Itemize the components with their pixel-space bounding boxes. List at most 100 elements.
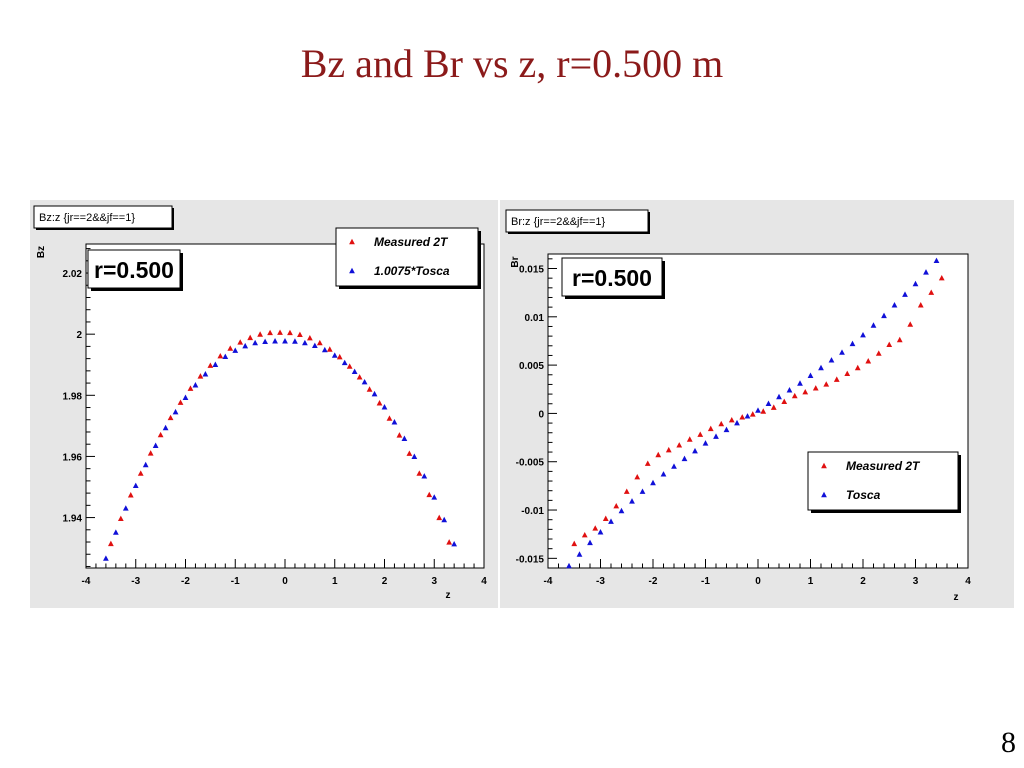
x-tick-label: 2 bbox=[860, 576, 866, 587]
data-point bbox=[351, 368, 358, 375]
data-point bbox=[844, 370, 851, 377]
y-tick-label: 2 bbox=[76, 330, 82, 341]
hist-title: Br:z {jr==2&&jf==1} bbox=[511, 216, 605, 228]
data-point bbox=[923, 269, 929, 275]
data-point bbox=[227, 345, 234, 351]
data-point bbox=[371, 390, 378, 397]
data-point bbox=[744, 413, 751, 419]
data-point bbox=[812, 385, 819, 391]
y-tick-label: -0.015 bbox=[516, 554, 545, 565]
data-point bbox=[828, 357, 835, 363]
legend-entry: Measured 2T bbox=[846, 459, 921, 473]
data-point bbox=[854, 364, 861, 371]
data-point bbox=[770, 404, 777, 410]
annotation-box bbox=[87, 249, 181, 289]
data-point bbox=[262, 338, 268, 345]
y-tick-label: 0.015 bbox=[519, 264, 544, 275]
x-tick-label: 3 bbox=[431, 576, 437, 587]
x-tick-label: -1 bbox=[231, 576, 240, 587]
data-point bbox=[734, 419, 740, 426]
data-point bbox=[749, 411, 756, 417]
data-point bbox=[760, 408, 767, 414]
data-point bbox=[713, 433, 719, 439]
data-point bbox=[566, 562, 572, 569]
data-point bbox=[702, 440, 709, 446]
x-tick-label: -3 bbox=[131, 576, 140, 587]
data-point bbox=[623, 488, 630, 494]
data-point bbox=[421, 473, 428, 479]
data-point bbox=[406, 450, 413, 456]
x-tick-label: -1 bbox=[701, 576, 710, 587]
data-point bbox=[765, 400, 772, 406]
data-point bbox=[132, 482, 139, 489]
data-point bbox=[613, 502, 620, 509]
data-point bbox=[807, 372, 814, 378]
data-point bbox=[797, 380, 803, 386]
data-point bbox=[849, 340, 856, 347]
data-point bbox=[331, 352, 338, 358]
data-point bbox=[302, 339, 308, 346]
x-tick-label: -2 bbox=[181, 576, 190, 587]
data-point bbox=[634, 473, 641, 480]
data-point bbox=[207, 362, 214, 368]
data-point bbox=[192, 382, 199, 388]
data-point bbox=[823, 381, 830, 387]
data-point bbox=[686, 436, 693, 442]
data-point bbox=[252, 339, 259, 346]
data-point bbox=[451, 540, 458, 547]
data-point bbox=[723, 426, 730, 433]
data-point bbox=[267, 329, 273, 336]
page-number: 8 bbox=[1001, 726, 1016, 759]
data-point bbox=[107, 540, 114, 547]
y-tick-label: 1.96 bbox=[63, 452, 83, 463]
x-tick-label: -4 bbox=[544, 576, 553, 587]
data-point bbox=[142, 461, 149, 468]
data-point bbox=[311, 342, 318, 349]
data-point bbox=[401, 435, 408, 441]
data-point bbox=[197, 373, 204, 379]
slide-title: Bz and Br vs z, r=0.500 m bbox=[300, 41, 724, 86]
plot-frame bbox=[85, 243, 485, 569]
data-point bbox=[232, 347, 239, 353]
data-point bbox=[416, 470, 423, 476]
data-point bbox=[212, 361, 219, 367]
data-point bbox=[786, 387, 793, 393]
bz-vs-z-plot: Bz:z {jr==2&&jf==1} -4 -3 -2 -1 0 1 2 3 4 1.94 1.96… bbox=[30, 200, 498, 608]
data-point bbox=[396, 432, 403, 438]
data-point bbox=[177, 399, 184, 405]
data-point bbox=[728, 416, 735, 423]
data-point bbox=[237, 339, 244, 345]
data-point bbox=[776, 393, 782, 400]
data-point bbox=[257, 331, 264, 337]
data-point bbox=[157, 431, 164, 438]
x-tick-label: 0 bbox=[755, 576, 761, 587]
x-tick-label: 4 bbox=[965, 576, 971, 587]
data-point bbox=[147, 450, 154, 456]
data-point bbox=[182, 394, 189, 400]
data-point bbox=[127, 492, 134, 498]
data-point bbox=[112, 529, 119, 535]
data-point bbox=[875, 350, 882, 356]
data-point bbox=[292, 338, 298, 344]
data-point bbox=[818, 364, 824, 371]
annotation-box bbox=[561, 257, 663, 297]
data-point bbox=[287, 329, 293, 336]
series-tosca bbox=[103, 338, 458, 561]
legend-marker bbox=[349, 267, 355, 274]
data-point bbox=[802, 388, 809, 395]
data-point bbox=[618, 507, 625, 514]
legend-box bbox=[335, 227, 479, 287]
data-point bbox=[376, 400, 383, 406]
x-tick-label: 1 bbox=[808, 576, 814, 587]
data-point bbox=[247, 334, 254, 341]
x-axis-label: z bbox=[954, 592, 959, 603]
data-point bbox=[671, 463, 677, 469]
data-point bbox=[571, 540, 578, 547]
hist-title-box bbox=[33, 205, 173, 229]
data-point bbox=[902, 291, 908, 297]
legend-marker bbox=[349, 238, 355, 245]
data-point bbox=[597, 529, 604, 535]
legend-entry: Tosca bbox=[846, 488, 881, 502]
data-point bbox=[162, 424, 169, 431]
data-point bbox=[217, 352, 224, 359]
